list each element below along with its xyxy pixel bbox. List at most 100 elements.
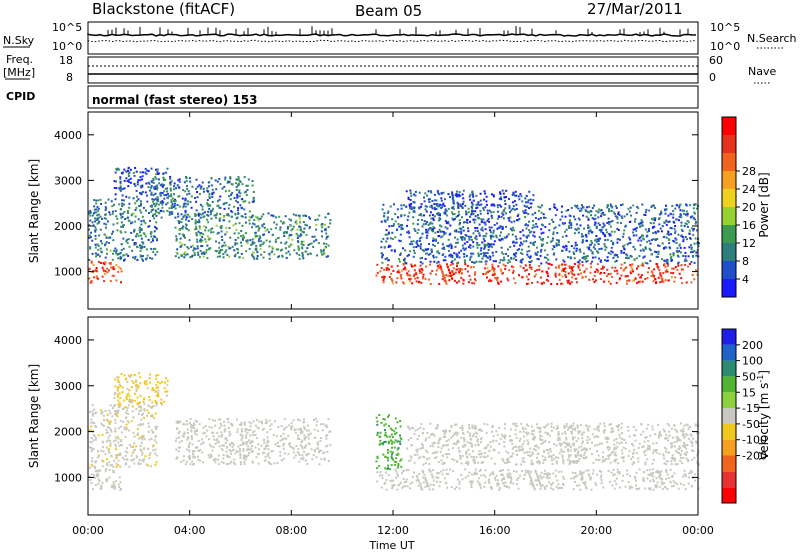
echo-cell [480, 220, 483, 223]
echo-cell [578, 484, 581, 487]
echo-cell [521, 253, 524, 255]
echo-cell [195, 225, 198, 228]
echo-cell [655, 485, 658, 488]
echo-cell [204, 229, 207, 232]
echo-cell [400, 227, 403, 230]
echo-cell [383, 418, 386, 421]
echo-cell [390, 265, 393, 268]
echo-cell [629, 238, 632, 241]
echo-cell [229, 247, 232, 250]
echo-cell [629, 254, 632, 257]
echo-cell [319, 439, 322, 442]
echo-cell [522, 240, 525, 243]
echo-cell [384, 220, 387, 223]
echo-cell [105, 207, 108, 210]
echo-cell [126, 381, 129, 383]
echo-cell [164, 179, 167, 182]
echo-cell [222, 256, 225, 259]
echo-cell [253, 199, 255, 202]
echo-cell [502, 259, 505, 262]
echo-cell [230, 210, 233, 213]
echo-cell [663, 482, 666, 485]
echo-cell [524, 197, 527, 200]
echo-cell [650, 239, 653, 241]
echo-cell [261, 225, 264, 228]
echo-cell [693, 250, 696, 253]
echo-cell [412, 265, 415, 268]
echo-cell [176, 184, 179, 187]
echo-cell [112, 239, 115, 242]
echo-cell [548, 481, 551, 484]
echo-cell [667, 214, 670, 217]
echo-cell [526, 224, 529, 227]
echo-cell [675, 204, 678, 207]
echo-cell [256, 257, 259, 260]
echo-cell [375, 274, 378, 277]
echo-cell [125, 253, 128, 256]
echo-cell [244, 428, 247, 431]
echo-cell [494, 478, 497, 481]
echo-cell [677, 264, 680, 267]
echo-cell [471, 282, 474, 285]
echo-cell [474, 229, 477, 232]
echo-cell [617, 211, 620, 214]
echo-cell [178, 220, 181, 223]
echo-cell [257, 427, 260, 430]
echo-cell [608, 209, 611, 212]
echo-cell [123, 458, 126, 461]
echo-cell [476, 227, 479, 230]
echo-cell [570, 207, 573, 209]
echo-cell [509, 482, 512, 484]
echo-cell [568, 221, 571, 224]
echo-cell [89, 247, 92, 250]
echo-cell [254, 215, 257, 218]
echo-cell [182, 459, 185, 462]
echo-cell [142, 423, 145, 425]
echo-cell [184, 251, 187, 254]
echo-cell [470, 201, 473, 204]
echo-cell [673, 472, 676, 475]
echo-cell [473, 473, 476, 476]
echo-cell [425, 252, 428, 255]
echo-cell [217, 204, 220, 207]
echo-cell [177, 215, 180, 218]
echo-cell [618, 471, 621, 474]
echo-cell [525, 211, 528, 214]
echo-cell [148, 257, 151, 259]
echo-cell [665, 477, 668, 480]
echo-cell [137, 384, 140, 387]
echo-cell [632, 228, 635, 231]
echo-cell [137, 234, 140, 237]
echo-cell [196, 185, 199, 188]
echo-cell [442, 259, 445, 262]
echo-cell [678, 215, 681, 218]
echo-cell [202, 442, 205, 445]
echo-cell [121, 215, 124, 218]
echo-cell [114, 171, 117, 174]
echo-cell [680, 221, 683, 224]
echo-cell [507, 469, 510, 472]
echo-cell [295, 445, 298, 447]
echo-cell [239, 180, 242, 183]
echo-cell [446, 266, 449, 269]
echo-cell [442, 191, 445, 194]
echo-cell [208, 418, 211, 420]
echo-cell [170, 180, 173, 183]
echo-cell [140, 424, 143, 427]
echo-cell [117, 437, 120, 440]
echo-cell [676, 430, 678, 433]
echo-cell [202, 187, 205, 190]
echo-cell [539, 217, 542, 220]
echo-cell [156, 239, 158, 242]
echo-cell [223, 429, 226, 431]
echo-cell [191, 426, 194, 429]
echo-cell [492, 269, 495, 272]
echo-cell [120, 444, 123, 447]
echo-cell [128, 196, 131, 199]
echo-cell [474, 471, 477, 474]
echo-cell [152, 194, 155, 197]
echo-cell [616, 238, 619, 241]
echo-cell [498, 488, 501, 491]
echo-cell [119, 403, 122, 406]
echo-cell [102, 268, 105, 271]
